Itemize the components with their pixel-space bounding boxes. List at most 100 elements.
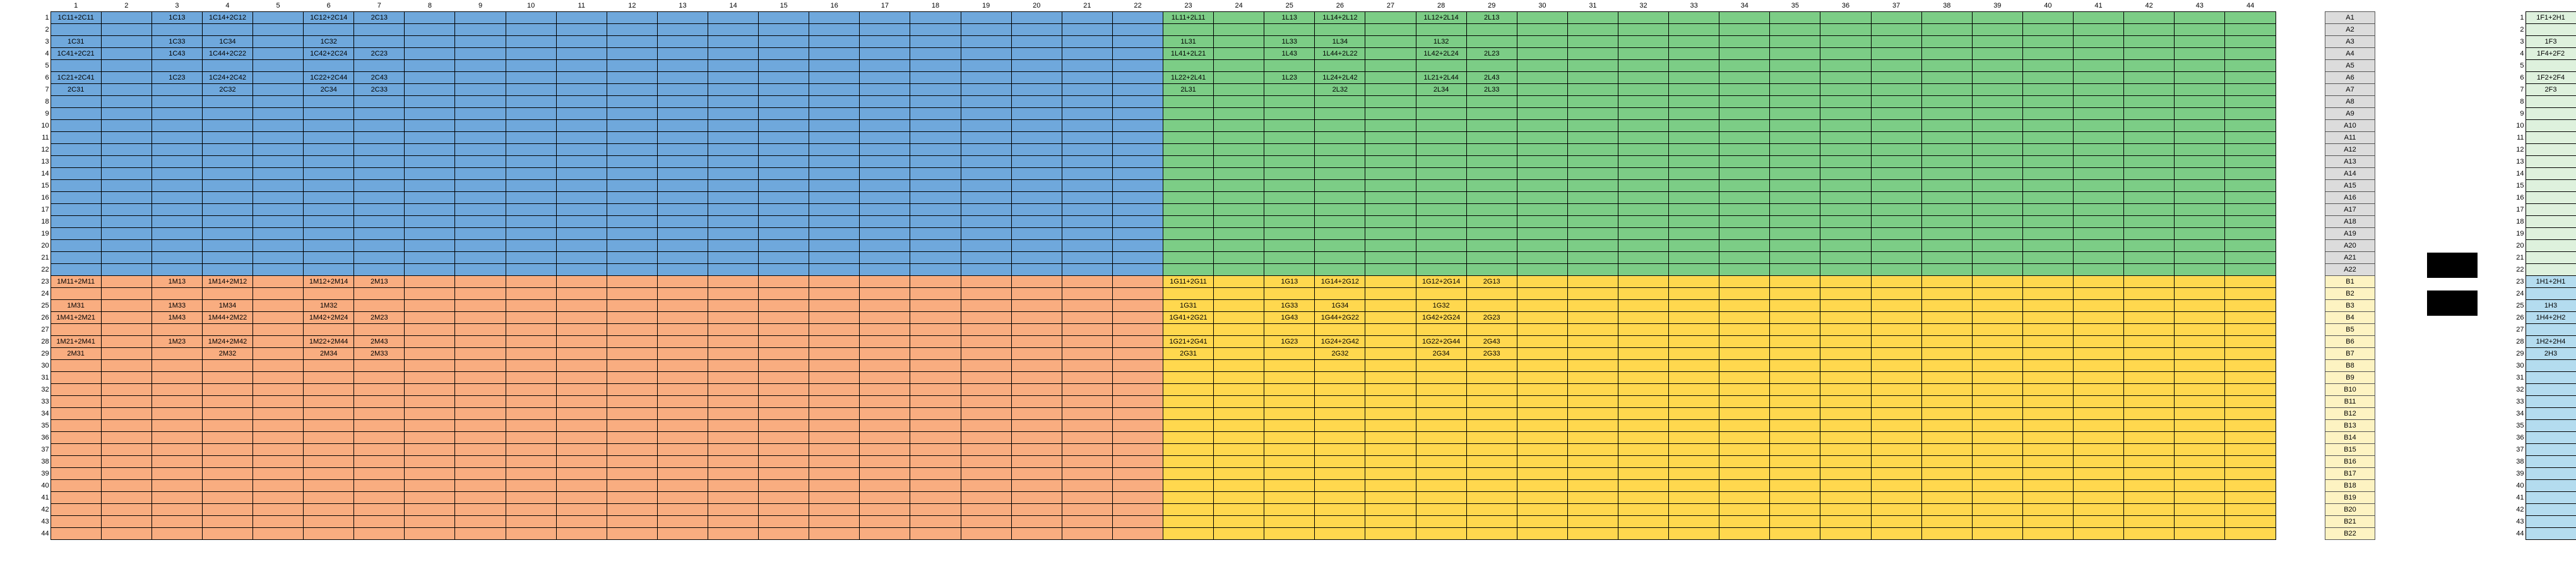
grid-cell[interactable]: [201, 431, 254, 444]
grid-cell[interactable]: [1719, 479, 1771, 492]
grid-cell[interactable]: [50, 395, 102, 408]
grid-cell[interactable]: [1668, 119, 1720, 132]
grid-cell[interactable]: [454, 83, 506, 96]
grid-cell[interactable]: [606, 47, 658, 60]
right-grid-cell[interactable]: [2525, 131, 2576, 144]
grid-cell[interactable]: [201, 143, 254, 156]
grid-cell[interactable]: [2224, 191, 2276, 204]
grid-cell[interactable]: [1213, 347, 1265, 360]
grid-cell[interactable]: [555, 359, 607, 372]
grid-cell[interactable]: [1668, 443, 1720, 456]
grid-cell[interactable]: [1011, 47, 1062, 60]
grid-cell[interactable]: [1061, 359, 1113, 372]
grid-cell[interactable]: [656, 407, 709, 420]
grid-cell[interactable]: [1719, 287, 1771, 300]
grid-cell[interactable]: [910, 407, 961, 420]
grid-cell[interactable]: [1668, 167, 1720, 180]
grid-cell[interactable]: [1415, 419, 1467, 432]
grid-cell[interactable]: [353, 455, 405, 468]
grid-cell[interactable]: [1314, 407, 1366, 420]
grid-cell[interactable]: [2174, 155, 2226, 168]
grid-cell[interactable]: [809, 515, 860, 528]
grid-cell[interactable]: [1719, 419, 1771, 432]
grid-cell[interactable]: [910, 503, 961, 516]
grid-cell[interactable]: [656, 323, 709, 336]
grid-cell[interactable]: [1264, 479, 1315, 492]
grid-cell[interactable]: [1163, 251, 1214, 264]
grid-cell[interactable]: 1G11+2G11: [1163, 275, 1214, 288]
grid-cell[interactable]: [2123, 191, 2175, 204]
grid-cell[interactable]: [555, 407, 607, 420]
grid-cell[interactable]: [201, 527, 254, 540]
grid-cell[interactable]: [758, 47, 810, 60]
grid-cell[interactable]: [1163, 191, 1214, 204]
grid-cell[interactable]: [1769, 71, 1821, 84]
grid-cell[interactable]: 1C12+2C14: [303, 11, 355, 24]
grid-cell[interactable]: [708, 407, 759, 420]
grid-cell[interactable]: [1516, 251, 1568, 264]
grid-cell[interactable]: 1M43: [151, 311, 203, 324]
grid-cell[interactable]: [910, 263, 961, 276]
grid-cell[interactable]: [1971, 23, 2023, 36]
grid-cell[interactable]: [50, 215, 102, 228]
grid-cell[interactable]: [2174, 527, 2226, 540]
grid-cell[interactable]: [2174, 23, 2226, 36]
grid-cell[interactable]: [100, 359, 152, 372]
grid-cell[interactable]: [1668, 311, 1720, 324]
right-grid-cell[interactable]: [2525, 191, 2576, 204]
grid-cell[interactable]: 1L34: [1314, 35, 1366, 48]
grid-cell[interactable]: [303, 179, 355, 192]
grid-cell[interactable]: [100, 251, 152, 264]
grid-cell[interactable]: [1921, 407, 1973, 420]
grid-cell[interactable]: [2123, 275, 2175, 288]
grid-cell[interactable]: [303, 431, 355, 444]
grid-cell[interactable]: [252, 239, 304, 252]
grid-cell[interactable]: [252, 311, 304, 324]
ab-label-cell[interactable]: B19: [2325, 491, 2375, 504]
grid-cell[interactable]: [1617, 503, 1670, 516]
grid-cell[interactable]: [1921, 443, 1973, 456]
grid-cell[interactable]: [1921, 227, 1973, 240]
grid-cell[interactable]: [1011, 311, 1062, 324]
grid-cell[interactable]: [1617, 131, 1670, 144]
grid-cell[interactable]: [454, 311, 506, 324]
grid-cell[interactable]: [1617, 311, 1670, 324]
grid-cell[interactable]: [1011, 11, 1062, 24]
grid-cell[interactable]: [1466, 323, 1517, 336]
grid-cell[interactable]: [1314, 395, 1366, 408]
grid-cell[interactable]: [1516, 491, 1568, 504]
grid-cell[interactable]: [1820, 323, 1872, 336]
grid-cell[interactable]: [252, 479, 304, 492]
grid-cell[interactable]: [404, 263, 456, 276]
grid-cell[interactable]: [1011, 155, 1062, 168]
grid-cell[interactable]: [1314, 95, 1366, 108]
grid-cell[interactable]: [505, 191, 557, 204]
grid-cell[interactable]: [1163, 287, 1214, 300]
grid-cell[interactable]: [1061, 491, 1113, 504]
grid-cell[interactable]: [758, 59, 810, 72]
grid-cell[interactable]: [1567, 491, 1619, 504]
grid-cell[interactable]: [2072, 119, 2125, 132]
grid-cell[interactable]: [50, 131, 102, 144]
grid-cell[interactable]: [100, 131, 152, 144]
grid-cell[interactable]: [505, 251, 557, 264]
grid-cell[interactable]: [1617, 251, 1670, 264]
grid-cell[interactable]: [1516, 275, 1568, 288]
grid-cell[interactable]: [1365, 155, 1416, 168]
grid-cell[interactable]: [1213, 431, 1265, 444]
grid-cell[interactable]: [1061, 179, 1113, 192]
grid-cell[interactable]: [252, 515, 304, 528]
grid-cell[interactable]: 1C24+2C42: [201, 71, 254, 84]
grid-cell[interactable]: 1M12+2M14: [303, 275, 355, 288]
grid-cell[interactable]: [1668, 515, 1720, 528]
grid-cell[interactable]: [2072, 527, 2125, 540]
grid-cell[interactable]: [1870, 191, 1922, 204]
grid-cell[interactable]: [606, 251, 658, 264]
grid-cell[interactable]: [1213, 395, 1265, 408]
grid-cell[interactable]: [353, 179, 405, 192]
grid-cell[interactable]: [1971, 95, 2023, 108]
grid-cell[interactable]: [606, 35, 658, 48]
grid-cell[interactable]: [1820, 47, 1872, 60]
grid-cell[interactable]: [2224, 59, 2276, 72]
grid-cell[interactable]: [2174, 143, 2226, 156]
